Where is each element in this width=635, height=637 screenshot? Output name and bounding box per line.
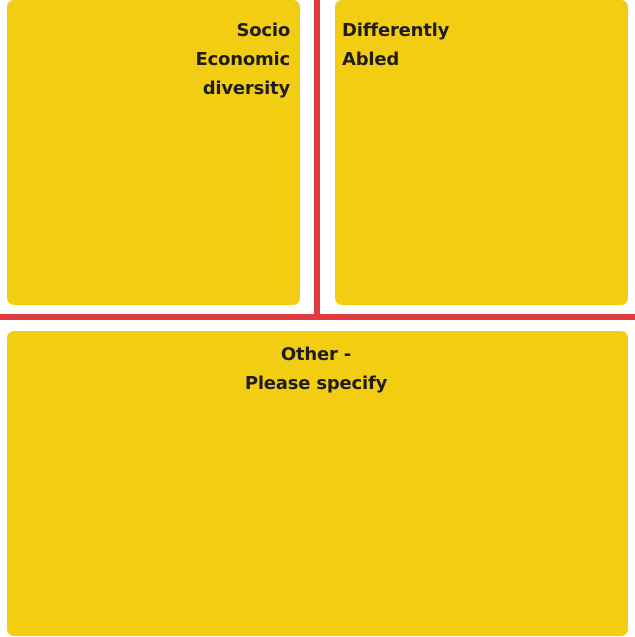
panel-label-line: Please specify: [244, 373, 388, 394]
panel-label-line: diversity: [202, 78, 290, 99]
panel-label-line: Differently: [342, 20, 450, 41]
vertical-divider: [314, 0, 320, 319]
horizontal-divider: [0, 314, 635, 320]
panel-label-line: Abled: [342, 49, 400, 70]
panel-label-line: Economic: [195, 49, 290, 70]
panel-label-line: Socio: [236, 20, 290, 41]
other-please-specify-panel: Other - Please specify: [7, 331, 628, 636]
differently-abled-panel: Differently Abled: [335, 0, 628, 305]
panel-label-line: Other -: [280, 344, 352, 365]
socio-economic-diversity-panel: Socio Economic diversity: [7, 0, 300, 305]
